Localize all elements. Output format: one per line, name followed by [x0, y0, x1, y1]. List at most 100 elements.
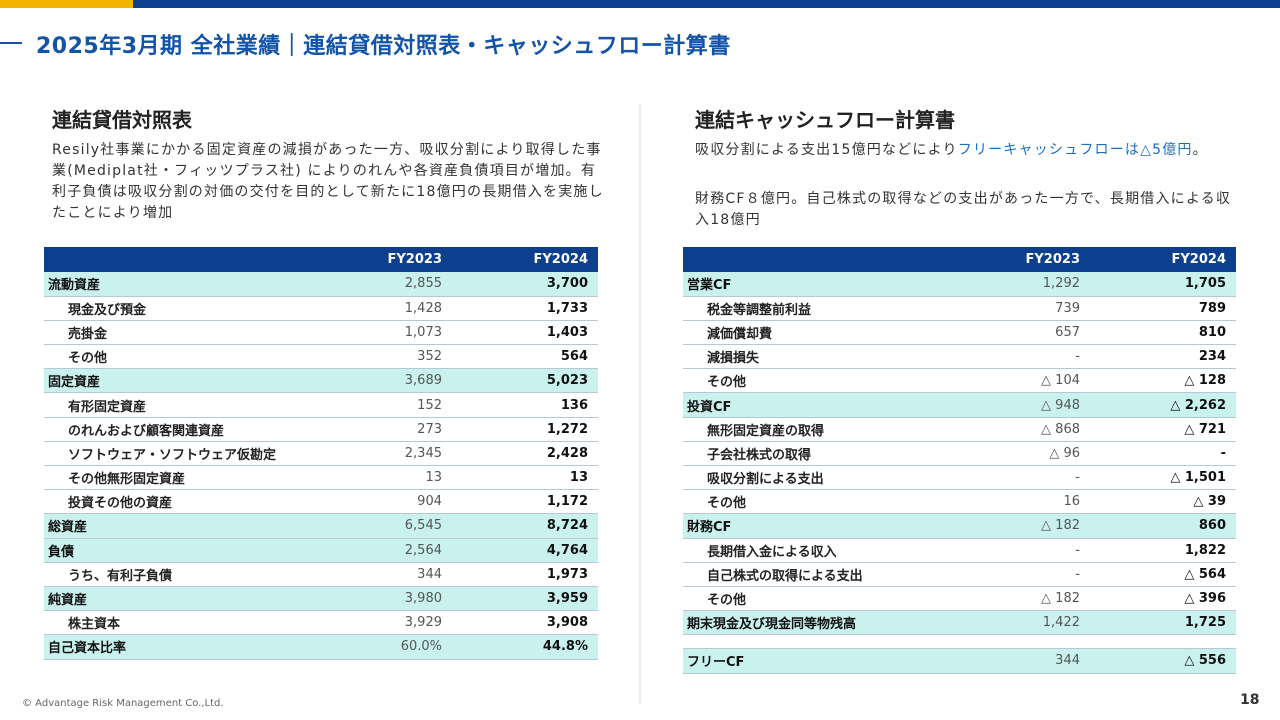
header-fy2023: FY2023: [306, 247, 452, 272]
row-label: 純資産: [44, 586, 306, 612]
row-label: フリーCF: [683, 648, 944, 674]
row-label: その他: [683, 586, 944, 612]
value-fy2024: 13: [452, 465, 598, 491]
value-fy2023: -: [944, 465, 1090, 491]
value-fy2023: 352: [306, 344, 452, 370]
title-dash: [0, 42, 22, 44]
row-label: 有形固定資産: [44, 392, 306, 418]
row-label: 減損損失: [683, 344, 944, 370]
table-row: その他 352 564: [44, 344, 598, 370]
table-row: 有形固定資産 152 136: [44, 392, 598, 418]
value-fy2023: 344: [306, 562, 452, 587]
row-label: その他: [44, 344, 306, 370]
value-fy2024: 1,973: [452, 562, 598, 587]
value-fy2024: △ 396: [1090, 586, 1236, 612]
value-fy2023: 904: [306, 489, 452, 515]
value-fy2023: 6,545: [306, 513, 452, 539]
row-label: 投資CF: [683, 392, 944, 418]
cf-description-1: 吸収分割による支出15億円などによりフリーキャッシュフローは△5億円。: [695, 140, 1245, 161]
cf-desc-text: 吸収分割による支出15億円などにより: [695, 142, 958, 158]
table-row: ソフトウェア・ソフトウェア仮勘定 2,345 2,428: [44, 441, 598, 467]
header-fy2024: FY2024: [1090, 247, 1236, 272]
table-row: 売掛金 1,073 1,403: [44, 320, 598, 346]
value-fy2024: 860: [1090, 513, 1236, 539]
table-row: 現金及び預金 1,428 1,733: [44, 296, 598, 321]
row-label: 負債: [44, 538, 306, 563]
value-fy2023: 657: [944, 320, 1090, 346]
table-row: 減価償却費 657 810: [683, 320, 1236, 346]
value-fy2024: 2,428: [452, 441, 598, 467]
value-fy2023: -: [944, 344, 1090, 370]
table-row: 吸収分割による支出 - △ 1,501: [683, 465, 1236, 491]
value-fy2024: △ 564: [1090, 562, 1236, 587]
value-fy2024: -: [1090, 441, 1236, 467]
row-label: 財務CF: [683, 513, 944, 539]
value-fy2024: △ 721: [1090, 417, 1236, 442]
table-row: 税金等調整前利益 739 789: [683, 296, 1236, 321]
row-label: 固定資産: [44, 368, 306, 394]
value-fy2024: 1,705: [1090, 272, 1236, 297]
value-fy2024: 3,700: [452, 272, 598, 297]
value-fy2023: 1,422: [944, 610, 1090, 636]
value-fy2024: △ 556: [1090, 648, 1236, 674]
row-label: 投資その他の資産: [44, 489, 306, 515]
value-fy2023: 1,292: [944, 272, 1090, 297]
value-fy2023: 2,564: [306, 538, 452, 563]
table-row: 営業CF 1,292 1,705: [683, 272, 1236, 297]
balance-sheet-table: FY2023 FY2024 流動資産 2,855 3,700 現金及び預金 1,428 1…: [44, 247, 598, 660]
value-fy2024: △ 2,262: [1090, 392, 1236, 418]
value-fy2023: 2,345: [306, 441, 452, 467]
row-label: 長期借入金による収入: [683, 538, 944, 563]
row-label: 総資産: [44, 513, 306, 539]
value-fy2023: 3,980: [306, 586, 452, 612]
value-fy2023: △ 948: [944, 392, 1090, 418]
value-fy2023: -: [944, 538, 1090, 563]
row-label: その他: [683, 489, 944, 515]
value-fy2024: 1,725: [1090, 610, 1236, 636]
table-row: 負債 2,564 4,764: [44, 538, 598, 563]
copyright: © Advantage Risk Management Co.,Ltd.: [22, 698, 224, 709]
value-fy2024: 136: [452, 392, 598, 418]
table-row: その他 △ 182 △ 396: [683, 586, 1236, 612]
value-fy2023: 273: [306, 417, 452, 442]
value-fy2024: 44.8%: [452, 634, 598, 660]
cf-section-title: 連結キャッシュフロー計算書: [695, 108, 955, 132]
table-row: その他無形固定資産 13 13: [44, 465, 598, 491]
value-fy2024: 3,908: [452, 610, 598, 636]
value-fy2023: 344: [944, 648, 1090, 674]
table-row: 減損損失 -234: [683, 344, 1236, 370]
table-row: 投資その他の資産 904 1,172: [44, 489, 598, 515]
value-fy2024: 1,172: [452, 489, 598, 515]
value-fy2024: [1090, 634, 1236, 649]
value-fy2023: [944, 634, 1090, 649]
header-label-cell: [44, 247, 306, 272]
bs-description: Resily社事業にかかる固定資産の減損があった一方、吸収分割により取得した事業…: [52, 142, 604, 221]
table-row: 純資産 3,980 3,959: [44, 586, 598, 612]
value-fy2023: △ 96: [944, 441, 1090, 467]
value-fy2023: -: [944, 562, 1090, 587]
value-fy2023: 739: [944, 296, 1090, 321]
page-title: 2025年3月期 全社業績｜連結貸借対照表・キャッシュフロー計算書: [36, 34, 731, 59]
table-row: 固定資産 3,689 5,023: [44, 368, 598, 394]
value-fy2023: △ 868: [944, 417, 1090, 442]
row-label: 流動資産: [44, 272, 306, 297]
table-spacer-row: [683, 634, 1236, 649]
table-row: 長期借入金による収入 -1,822: [683, 538, 1236, 563]
row-label: 現金及び預金: [44, 296, 306, 321]
row-label: 期末現金及び現金同等物残高: [683, 610, 944, 636]
value-fy2024: 789: [1090, 296, 1236, 321]
header-label-cell: [683, 247, 944, 272]
header-fy2023: FY2023: [944, 247, 1090, 272]
table-row: 自己株式の取得による支出 - △ 564: [683, 562, 1236, 587]
value-fy2023: 1,073: [306, 320, 452, 346]
row-label: 吸収分割による支出: [683, 465, 944, 491]
row-label: 売掛金: [44, 320, 306, 346]
value-fy2024: 1,822: [1090, 538, 1236, 563]
table-row: 期末現金及び現金同等物残高 1,422 1,725: [683, 610, 1236, 636]
column-divider: [639, 104, 641, 704]
bs-section-title: 連結貸借対照表: [52, 108, 192, 132]
row-label: 営業CF: [683, 272, 944, 297]
value-fy2023: 152: [306, 392, 452, 418]
value-fy2023: 16: [944, 489, 1090, 515]
value-fy2024: △ 1,501: [1090, 465, 1236, 491]
